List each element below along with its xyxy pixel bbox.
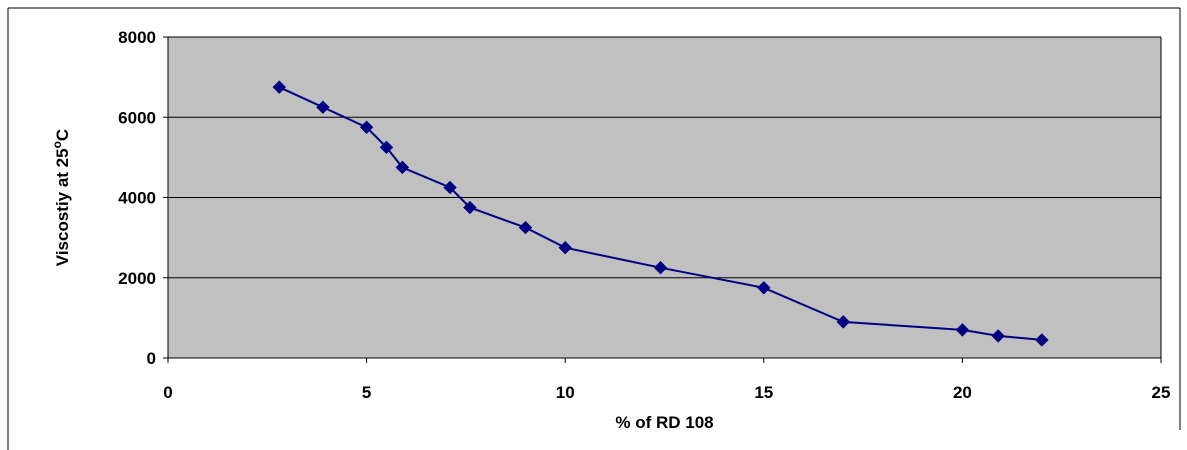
x-tick-label-2: 10 (556, 383, 575, 402)
x-tick-label-0: 0 (163, 383, 172, 402)
series-0-point-0 (272, 80, 286, 94)
series-0-point-1 (316, 100, 330, 114)
axes: 0 2000 4000 6000 8000 0 5 10 15 20 25 (118, 28, 1170, 402)
series-0-point-9 (653, 261, 668, 275)
x-tick-label-1: 5 (362, 383, 371, 402)
series-0-point-4 (395, 160, 410, 175)
series-0-point-12 (955, 323, 970, 337)
x-tick-label-3: 15 (754, 383, 773, 402)
series-layer (272, 80, 1049, 347)
x-axis-title: % of RD 108 (615, 413, 713, 432)
y-tick-label-4: 8000 (118, 28, 156, 47)
y-axis-title-unit: C (53, 129, 72, 141)
y-axis-title-text: Viscostiy at 25 (53, 148, 72, 266)
series-0-point-11 (836, 315, 850, 329)
y-axis-title: Viscostiy at 25oC (50, 129, 72, 266)
y-tick-label-2: 4000 (118, 189, 156, 208)
series-0-point-2 (359, 120, 374, 134)
y-tick-label-3: 6000 (118, 108, 156, 127)
series-0-point-8 (558, 240, 572, 255)
x-tick-label-4: 20 (953, 383, 972, 402)
series-0-point-7 (518, 220, 533, 235)
series-0-point-10 (757, 281, 771, 295)
y-axis-title-superscript: o (50, 141, 64, 148)
x-tick-label-5: 25 (1152, 383, 1171, 402)
axis-labels: % of RD 108 Viscostiy at 25oC (50, 129, 714, 432)
chart-frame (7, 7, 1181, 450)
y-tick-label-1: 2000 (118, 269, 156, 288)
series-0-point-5 (443, 180, 457, 195)
series-0-point-14 (1035, 333, 1049, 347)
series-0-point-13 (991, 329, 1005, 343)
y-tick-label-0: 0 (147, 349, 156, 368)
gridlines (168, 36, 1162, 358)
series-0-point-3 (379, 140, 394, 155)
series-0-point-6 (463, 200, 477, 215)
